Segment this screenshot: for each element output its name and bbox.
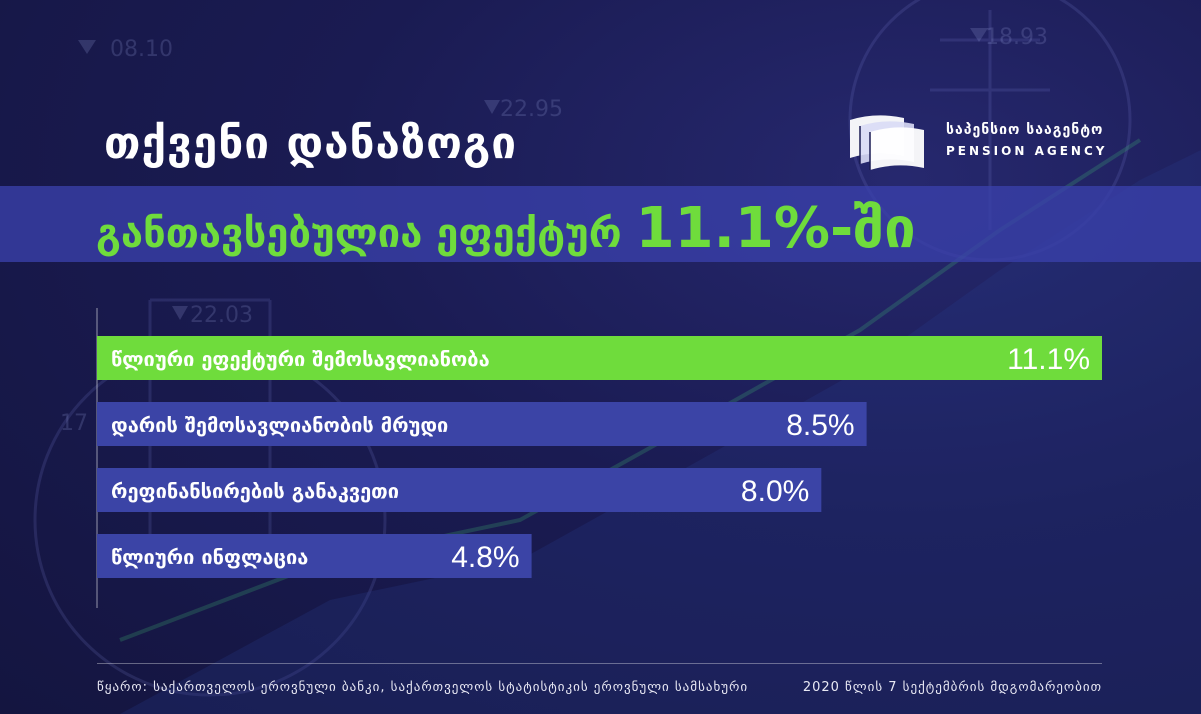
subtitle-band [0, 186, 1201, 262]
bar [97, 402, 867, 446]
bar-value-label: 8.0% [741, 475, 809, 508]
pension-agency-logo-icon [850, 115, 924, 170]
subtitle-highlight: 11.1%-ში [635, 196, 916, 261]
footer-divider [97, 663, 1102, 664]
bar-category-label: რეფინანსირების განაკვეთი [111, 479, 399, 503]
footer-date: 2020 წლის 7 სექტემბრის მდგომარეობით [802, 680, 1102, 695]
page-subtitle: განთავსებულია ეფექტურ 11.1%-ში [96, 196, 916, 261]
ticker-text: 18.93 [985, 25, 1048, 50]
logo-name-georgian: საპენსიო სააგენტო [946, 122, 1104, 138]
bar-value-label: 4.8% [451, 541, 519, 574]
bar [97, 468, 822, 512]
ticker-text: 08.10 [110, 37, 173, 62]
bar [97, 534, 532, 578]
subtitle-text: განთავსებულია ეფექტურ [96, 211, 622, 257]
footer-source: წყარო: საქართველოს ეროვნული ბანკი, საქარ… [97, 680, 749, 695]
ticker-text: 17 [60, 411, 88, 436]
bar-value-label: 11.1% [1007, 343, 1090, 376]
bar [97, 336, 1102, 380]
bar-value-label: 8.5% [786, 409, 854, 442]
bar-category-label: დარის შემოსავლიანობის მრუდი [111, 413, 448, 437]
bar-category-label: წლიური ინფლაცია [111, 545, 308, 569]
logo-name-english: PENSION AGENCY [946, 144, 1108, 158]
bar-category-label: წლიური ეფექტური შემოსავლიანობა [111, 347, 490, 371]
page-title: თქვენი დანაზოგი [104, 118, 518, 169]
ticker-text: 22.03 [190, 303, 253, 328]
pension-agency-logo: საპენსიო სააგენტო PENSION AGENCY [846, 112, 1104, 172]
ticker-text: 22.95 [500, 97, 563, 122]
